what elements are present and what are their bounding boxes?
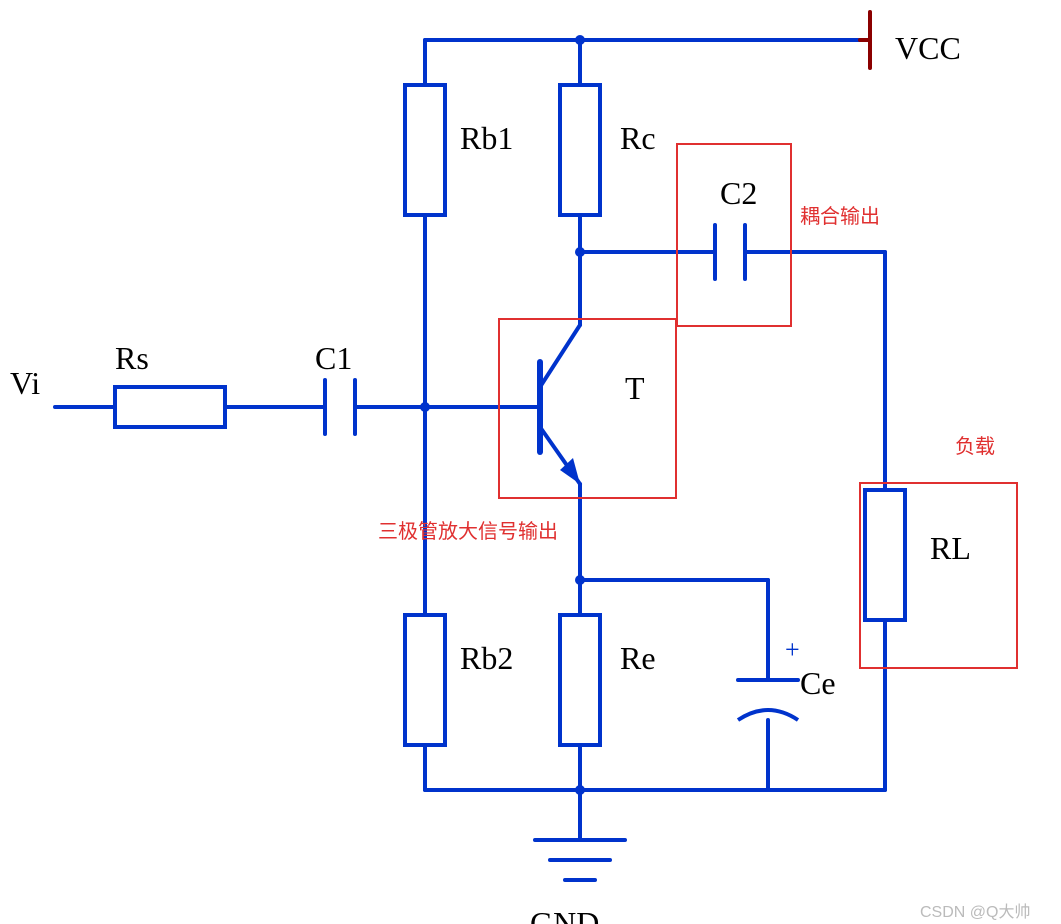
label-vcc: VCC xyxy=(895,30,961,67)
label-re: Re xyxy=(620,640,656,677)
label-ce-plus: + xyxy=(785,635,800,665)
anno-transistor: 三极管放大信号输出 xyxy=(378,515,558,544)
label-vi: Vi xyxy=(10,365,40,402)
anno-load: 负载 xyxy=(955,430,995,459)
watermark: CSDN @Q大帅 xyxy=(920,898,1030,922)
anno-box-transistor xyxy=(498,318,677,499)
label-rb2: Rb2 xyxy=(460,640,513,677)
label-rb1: Rb1 xyxy=(460,120,513,157)
anno-coupling-out: 耦合输出 xyxy=(800,200,880,229)
label-rc: Rc xyxy=(620,120,656,157)
label-c1: C1 xyxy=(315,340,352,377)
label-rs: Rs xyxy=(115,340,149,377)
anno-box-load xyxy=(859,482,1018,669)
label-gnd: GND xyxy=(530,905,599,924)
label-ce: Ce xyxy=(800,665,836,702)
anno-box-coupling xyxy=(676,143,792,327)
